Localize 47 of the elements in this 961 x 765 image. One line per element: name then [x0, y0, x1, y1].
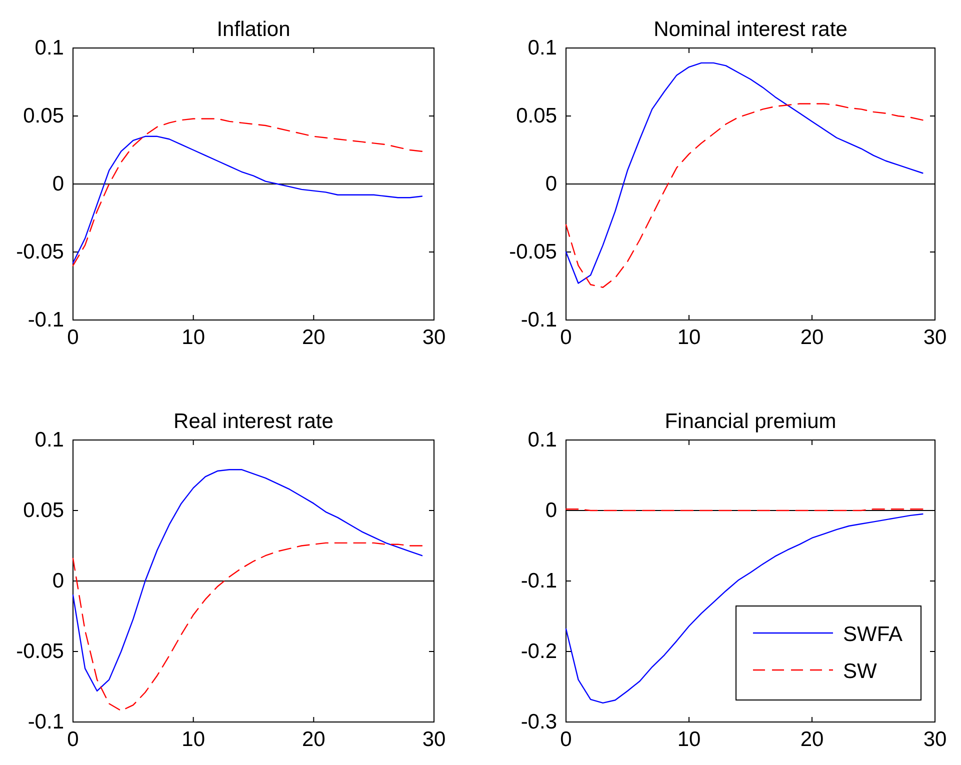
y-tick-label: -0.1 — [28, 710, 64, 734]
x-tick-label: 20 — [302, 728, 326, 751]
line-series — [565, 62, 924, 284]
chart-title: Real interest rate — [174, 410, 334, 433]
legend-label: SW — [843, 660, 878, 683]
x-tick-label: 0 — [560, 326, 572, 349]
y-tick-label: 0.05 — [23, 499, 64, 522]
y-tick-label: -0.3 — [520, 710, 557, 734]
y-tick-label: -0.2 — [520, 640, 557, 664]
x-tick-label: 20 — [800, 728, 824, 751]
x-tick-label: 10 — [182, 728, 206, 751]
y-tick-label: 0 — [545, 499, 557, 522]
y-tick-label: -0.1 — [520, 570, 557, 593]
y-tick-label: -0.05 — [16, 640, 64, 664]
legend-label: SWFA — [843, 623, 903, 646]
line-series — [565, 103, 924, 288]
y-tick-label: 0.1 — [34, 36, 64, 60]
y-tick-label: -0.1 — [520, 308, 557, 332]
x-tick-label: 0 — [67, 728, 79, 751]
y-tick-label: 0.1 — [528, 36, 557, 60]
x-tick-label: 30 — [422, 728, 446, 751]
y-tick-label: -0.1 — [28, 308, 64, 332]
y-tick-label: 0 — [52, 570, 64, 593]
y-tick-label: 0.1 — [34, 428, 64, 452]
line-series — [72, 542, 423, 712]
chart-title: Nominal interest rate — [654, 18, 848, 41]
y-tick-label: 0 — [545, 172, 557, 196]
x-tick-label: 0 — [67, 326, 79, 349]
x-tick-label: 20 — [800, 326, 824, 349]
chart-title: Inflation — [216, 18, 290, 41]
x-tick-label: 30 — [923, 326, 947, 349]
y-tick-label: 0.05 — [23, 104, 64, 128]
x-tick-label: 30 — [923, 728, 947, 751]
x-tick-label: 10 — [182, 326, 206, 349]
line-series — [72, 469, 423, 692]
x-tick-label: 10 — [677, 728, 701, 751]
x-tick-label: 0 — [560, 728, 572, 751]
x-tick-label: 20 — [302, 326, 326, 349]
y-tick-label: 0 — [52, 172, 64, 196]
x-tick-label: 10 — [677, 326, 701, 349]
y-tick-label: -0.05 — [16, 240, 64, 264]
x-tick-label: 30 — [422, 326, 446, 349]
y-tick-label: 0.1 — [528, 428, 557, 452]
y-tick-label: 0.05 — [516, 104, 557, 128]
line-series — [565, 513, 924, 704]
y-tick-label: -0.05 — [509, 240, 557, 264]
chart-title: Financial premium — [664, 410, 836, 433]
